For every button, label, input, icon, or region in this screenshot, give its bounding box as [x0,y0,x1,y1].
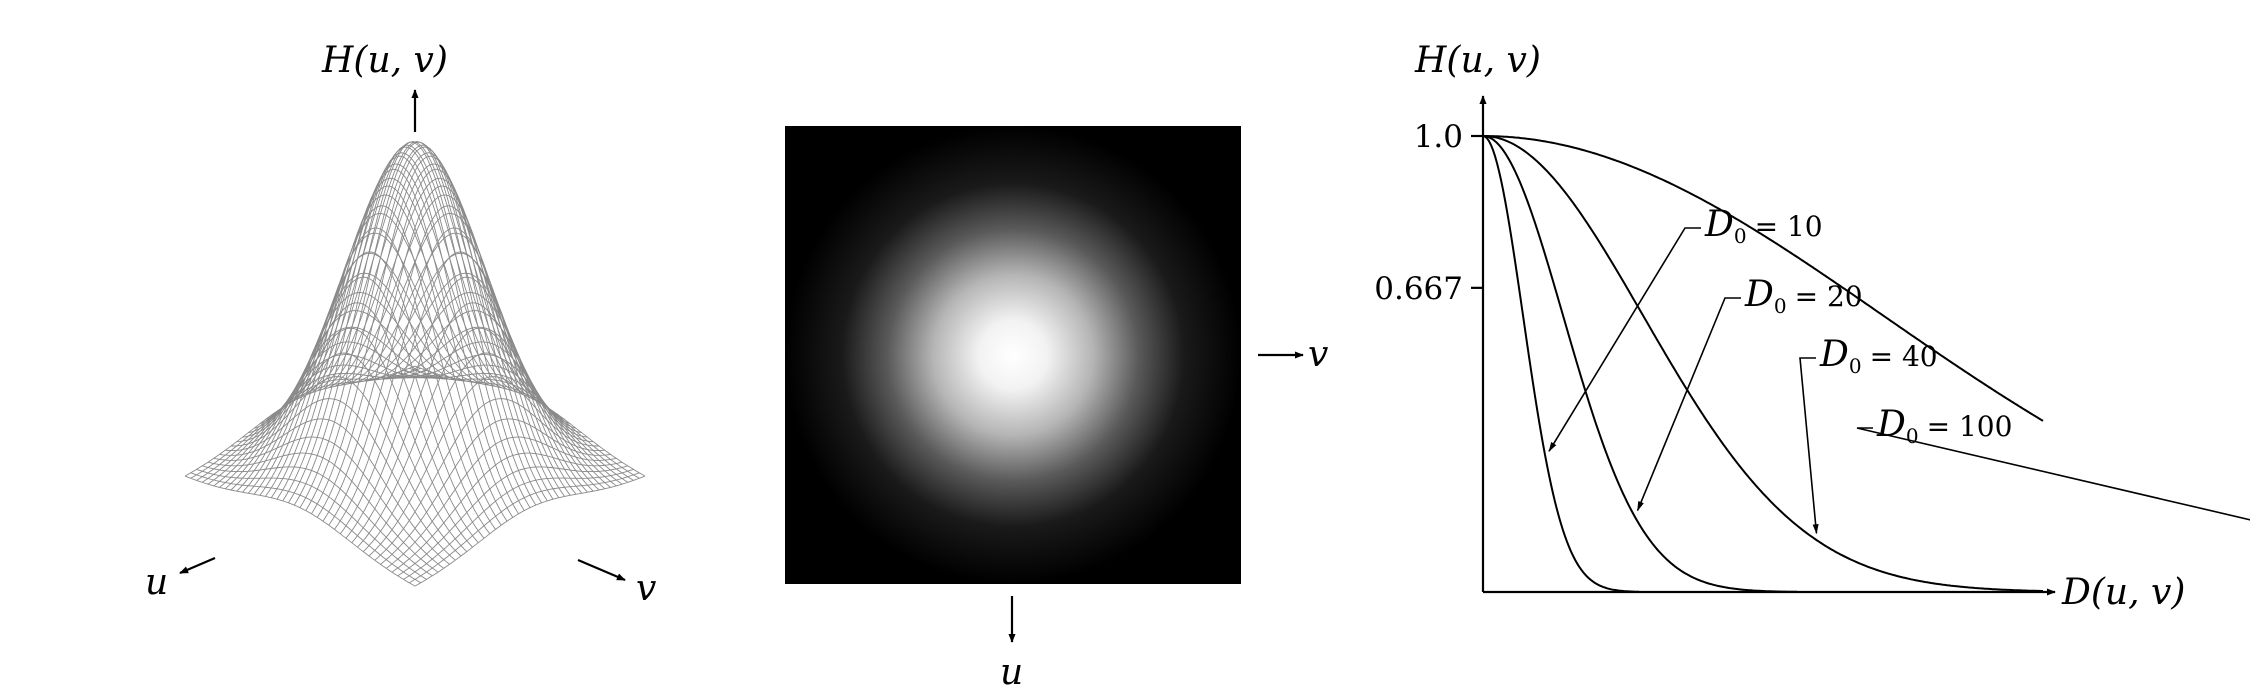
curve-label-d0-40: D0 = 40 [1819,334,1938,378]
y-tick-label: 1.0 [1414,119,1463,155]
mesh-line [231,376,462,557]
mesh-line [207,452,439,573]
curve-label-symbol: D [1819,334,1849,375]
v-axis-arrow [577,558,626,582]
curve-d0-10 [1482,135,1640,593]
mesh-line [374,398,605,561]
leader-arrow-d0-10 [1548,227,1701,453]
mesh-line [374,326,606,490]
mesh-line [219,418,450,565]
mesh-line [265,227,496,530]
curve-label-d0-100: D0 = 100 [1876,404,2012,448]
mesh-line [380,418,611,565]
curve-d0-20 [1482,135,1797,593]
mesh-line [368,376,599,557]
curve-label-value: 40 [1902,340,1938,373]
mesh-line [213,436,445,569]
mesh-line [334,227,565,530]
u-axis-arrow [179,556,216,575]
curve-label-symbol: D [1704,204,1734,245]
curve-label-value: 20 [1827,280,1863,313]
mesh-line [230,310,461,491]
mesh-line [202,465,433,577]
filter-image-panel: v u [785,126,1328,693]
mesh-line [386,436,617,569]
z-axis-label: H(u, v) [321,40,448,81]
curve-label-subscript: 0 [1734,224,1747,248]
mesh-line [282,168,514,518]
mesh-line [236,352,468,553]
curve-label-relation: = [1795,280,1827,313]
u-axis-label: u [145,562,168,603]
curve-group [1482,135,2044,593]
mesh-line [403,468,634,580]
curve-label-relation: = [1927,410,1959,443]
chart-x-axis-label: D(u, v) [2061,572,2185,613]
leader-arrow-d0-20 [1636,297,1741,512]
y-tick-group: 1.0 0.667 [1374,119,1483,307]
mesh-line [351,302,582,543]
curve-label-d0-10: D0 = 10 [1704,204,1823,248]
curve-label-relation: = [1870,340,1902,373]
mesh-line [363,292,594,492]
gaussian-filter-image [785,126,1241,584]
curve-label-subscript: 0 [1906,424,1919,448]
chart-y-axis-label: H(u, v) [1414,40,1541,81]
curve-label-relation: = [1755,210,1787,243]
mesh-line [247,252,479,494]
mesh-line [357,327,588,548]
mesh-line [316,168,548,518]
mesh-line [397,465,628,577]
leader-arrow-d0-100 [1856,427,2250,521]
curve-label-value: 10 [1787,210,1823,243]
mesh-line [345,276,577,539]
mesh-line [362,352,594,553]
mesh-line [414,475,646,587]
mesh-line [311,155,542,515]
mesh-line [322,185,554,522]
mesh-line [242,327,473,548]
image-v-label: v [1308,334,1328,375]
v-axis-label: v [636,568,656,609]
mesh-line [196,468,427,580]
mesh-line [236,292,467,492]
curve-d0-40 [1483,135,2043,592]
gaussian-mesh-surface [184,141,646,587]
mesh-line [369,310,600,491]
image-u-label: u [1000,652,1023,693]
curve-d0-100 [1483,135,2044,422]
mesh-line [248,302,479,543]
mesh-line [299,141,531,508]
mesh-line [288,155,519,515]
mesh-line [225,398,456,561]
y-tick-label: 0.667 [1374,271,1463,307]
mesh-line [276,185,508,522]
mesh-line [409,472,640,584]
mesh-line [190,472,422,584]
curve-label-symbol: D [1744,274,1774,315]
curve-label-subscript: 0 [1774,294,1787,318]
mesh-line [391,452,623,573]
curve-label-subscript: 0 [1849,354,1862,378]
mesh-line [184,475,416,587]
curve-label-symbol: D [1876,404,1906,445]
mesh-line [253,276,485,539]
leader-arrow-d0-40 [1799,357,1819,535]
mesh-line [351,252,583,494]
curve-label-d0-20: D0 = 20 [1744,274,1863,318]
surface-plot-panel: H(u, v) u v [145,40,656,609]
curve-label-value: 100 [1959,410,2012,443]
